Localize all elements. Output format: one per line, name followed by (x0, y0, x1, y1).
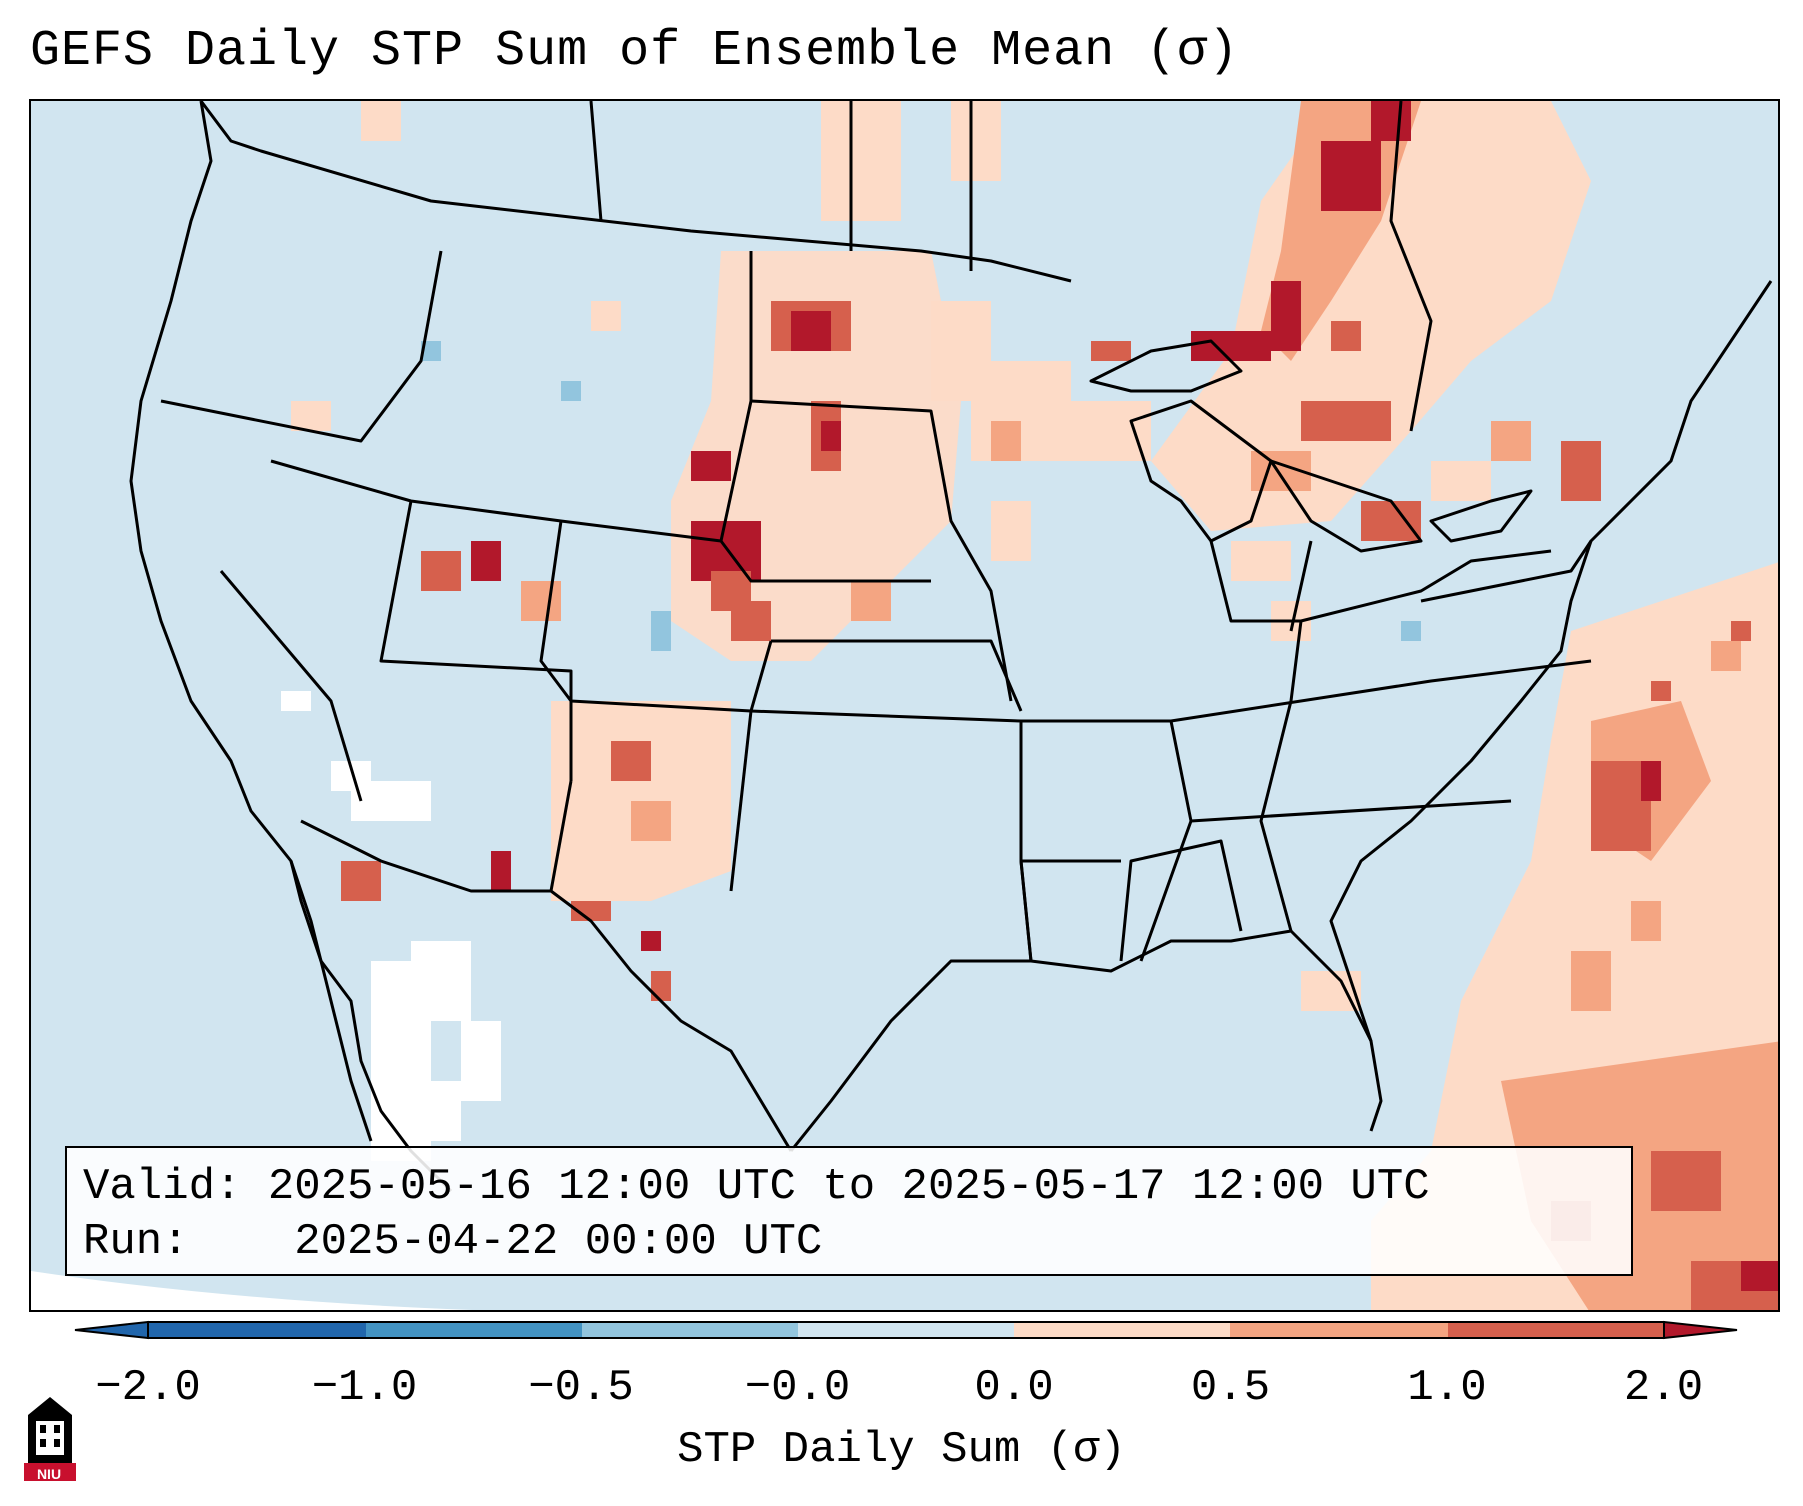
colorbar-tick-label: 0.0 (974, 1363, 1054, 1413)
plains-high-region (671, 251, 1071, 661)
colorbar-tick-label: 1.0 (1407, 1363, 1487, 1413)
logo-text: NIU (36, 1466, 62, 1482)
colorbar-tick-label: −1.0 (311, 1363, 418, 1413)
valid-value: 2025-05-16 12:00 UTC to 2025-05-17 12:00… (267, 1162, 1430, 1212)
colorbar-extend-high (1663, 1320, 1738, 1340)
projection-edge (31, 1271, 473, 1310)
colorbar-segment (798, 1322, 1014, 1338)
colorbar-segment (366, 1322, 582, 1338)
colorbar-label: STP Daily Sum (σ) (677, 1425, 1126, 1475)
colorbar-segment (1230, 1322, 1448, 1338)
coastline-and-borders (129, 101, 1773, 1193)
valid-label: Valid: (83, 1162, 242, 1212)
map-canvas (31, 101, 1778, 1310)
map-title: GEFS Daily STP Sum of Ensemble Mean (σ) (30, 23, 1240, 80)
great-lakes-high-region (1071, 101, 1601, 541)
run-value: 2025-04-22 00:00 UTC (294, 1217, 823, 1267)
info-box: Valid: 2025-05-16 12:00 UTC to 2025-05-1… (65, 1146, 1633, 1276)
colorbar-segment (1448, 1322, 1664, 1338)
colorbar-segment (148, 1322, 366, 1338)
colorbar (74, 1320, 1738, 1340)
mexico-white-region (281, 691, 501, 1161)
colorbar-segment (582, 1322, 798, 1338)
colorbar-tick-label: −2.0 (95, 1363, 201, 1413)
colorbar-extend-low (74, 1320, 149, 1340)
colorbar-tick-label: 0.5 (1190, 1363, 1271, 1413)
colorbar-tick-label: −0.5 (528, 1363, 634, 1413)
map-panel (29, 99, 1780, 1312)
university-tower-icon (24, 1397, 76, 1481)
colorbar-tick-label: 2.0 (1623, 1363, 1704, 1413)
southwest-scattered-region (291, 101, 1421, 1021)
run-label: Run: (83, 1217, 189, 1267)
colorbar-tick-label: −0.0 (744, 1363, 851, 1413)
colorbar-segment (1014, 1322, 1230, 1338)
